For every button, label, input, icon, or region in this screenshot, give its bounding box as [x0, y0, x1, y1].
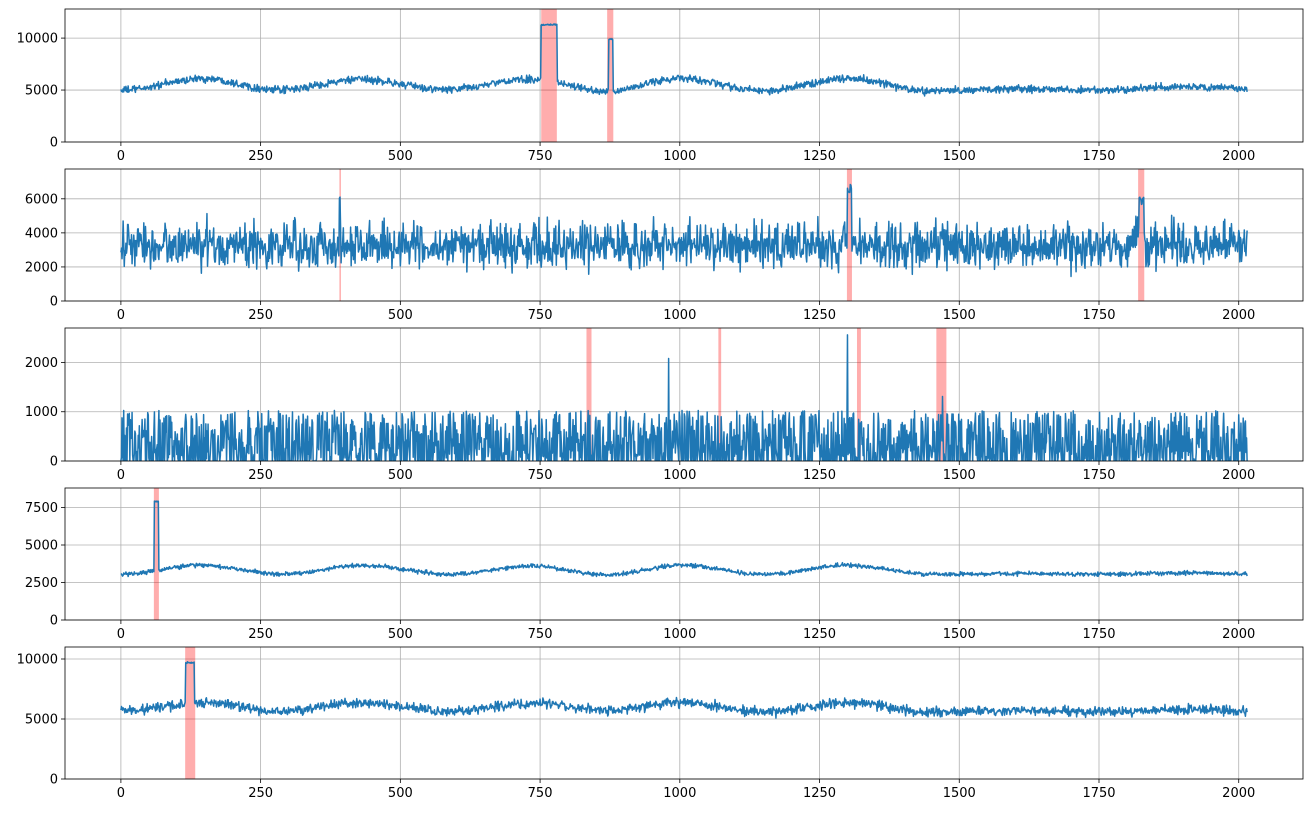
x-tick-label: 0 [117, 468, 125, 483]
subplot-3: 0 250 500 750 1000 1250 1500 1750 2000 0 1000 2000 [25, 327, 1304, 483]
y-tick-label: 1000 [25, 405, 58, 420]
subplot-1: 0 250 500 750 1000 1250 1500 1750 2000 0 5000 10000 [17, 8, 1304, 164]
anomaly-span [936, 328, 947, 461]
subplot-4: 0 250 500 750 1000 1250 1500 1750 2000 0 2500 5000 7… [25, 487, 1304, 642]
x-tick-label: 1250 [803, 308, 836, 323]
x-tick-label: 1000 [663, 786, 696, 801]
x-tick-label: 750 [528, 627, 553, 642]
y-tick-label: 0 [50, 455, 58, 470]
x-tick-label: 250 [248, 308, 273, 323]
x-tick-label: 2000 [1222, 149, 1255, 164]
x-tick-label: 1750 [1082, 468, 1115, 483]
x-tick-label: 500 [388, 308, 413, 323]
x-tick-label: 1500 [943, 149, 976, 164]
y-tick-label: 5000 [25, 84, 58, 99]
x-tick-label: 750 [528, 308, 553, 323]
anomaly-span [586, 328, 592, 461]
series-line [120, 334, 1248, 461]
series-line [120, 23, 1248, 97]
x-tick-label: 500 [388, 149, 413, 164]
x-tick-label: 1000 [663, 627, 696, 642]
x-tick-label: 1500 [943, 627, 976, 642]
axes-frame [64, 327, 1304, 462]
x-tick-label: 500 [388, 468, 413, 483]
y-tick-label: 2000 [25, 260, 58, 275]
y-tick-label: 5000 [25, 539, 58, 554]
x-tick-label: 750 [528, 149, 553, 164]
series-line [120, 183, 1248, 278]
y-tick-label: 2000 [25, 356, 58, 371]
y-tick-label: 0 [50, 295, 58, 310]
y-tick-label: 10000 [17, 653, 58, 668]
x-tick-label: 1250 [803, 627, 836, 642]
y-tick-label: 4000 [25, 226, 58, 241]
y-tick-label: 0 [50, 773, 58, 788]
axes-frame [64, 487, 1304, 621]
x-tick-label: 750 [528, 468, 553, 483]
x-tick-label: 250 [248, 468, 273, 483]
x-tick-label: 750 [528, 786, 553, 801]
x-tick-label: 0 [117, 627, 125, 642]
anomaly-span [185, 647, 196, 779]
x-tick-label: 0 [117, 786, 125, 801]
x-tick-label: 1500 [943, 468, 976, 483]
subplot-2: 0 250 500 750 1000 1250 1500 1750 2000 0 2000 4000 6… [25, 168, 1304, 323]
x-tick-label: 1250 [803, 149, 836, 164]
x-tick-label: 250 [248, 149, 273, 164]
x-tick-label: 2000 [1222, 786, 1255, 801]
x-tick-label: 250 [248, 786, 273, 801]
y-tick-label: 0 [50, 614, 58, 629]
anomaly-span [153, 488, 159, 620]
y-tick-label: 6000 [25, 192, 58, 207]
x-tick-label: 1000 [663, 149, 696, 164]
x-tick-label: 500 [388, 627, 413, 642]
x-tick-label: 2000 [1222, 468, 1255, 483]
subplot-5: 0 250 500 750 1000 1250 1500 1750 2000 0 5000 10000 [17, 646, 1304, 801]
x-tick-label: 0 [117, 308, 125, 323]
anomaly-span [1138, 169, 1145, 301]
y-tick-label: 7500 [25, 501, 58, 516]
y-tick-label: 5000 [25, 713, 58, 728]
axes-frame [64, 8, 1304, 143]
y-tick-label: 2500 [25, 576, 58, 591]
x-tick-label: 1000 [663, 468, 696, 483]
x-tick-label: 0 [117, 149, 125, 164]
series-line [120, 660, 1248, 719]
anomaly-span [607, 9, 614, 142]
series-line [120, 500, 1248, 578]
x-tick-label: 1750 [1082, 627, 1115, 642]
x-tick-label: 2000 [1222, 627, 1255, 642]
x-tick-label: 1250 [803, 786, 836, 801]
x-tick-label: 1500 [943, 786, 976, 801]
x-tick-label: 1750 [1082, 149, 1115, 164]
anomaly-span [541, 9, 557, 142]
anomaly-span [856, 328, 861, 461]
x-tick-label: 1500 [943, 308, 976, 323]
y-tick-label: 0 [50, 136, 58, 151]
axes-frame [64, 168, 1304, 302]
anomaly-span [846, 169, 852, 301]
x-tick-label: 1000 [663, 308, 696, 323]
y-tick-label: 10000 [17, 32, 58, 47]
x-tick-label: 2000 [1222, 308, 1255, 323]
x-tick-label: 500 [388, 786, 413, 801]
anomaly-span [718, 328, 722, 461]
x-tick-label: 1250 [803, 468, 836, 483]
axes-frame [64, 646, 1304, 780]
x-tick-label: 1750 [1082, 786, 1115, 801]
x-tick-label: 250 [248, 627, 273, 642]
x-tick-label: 1750 [1082, 308, 1115, 323]
